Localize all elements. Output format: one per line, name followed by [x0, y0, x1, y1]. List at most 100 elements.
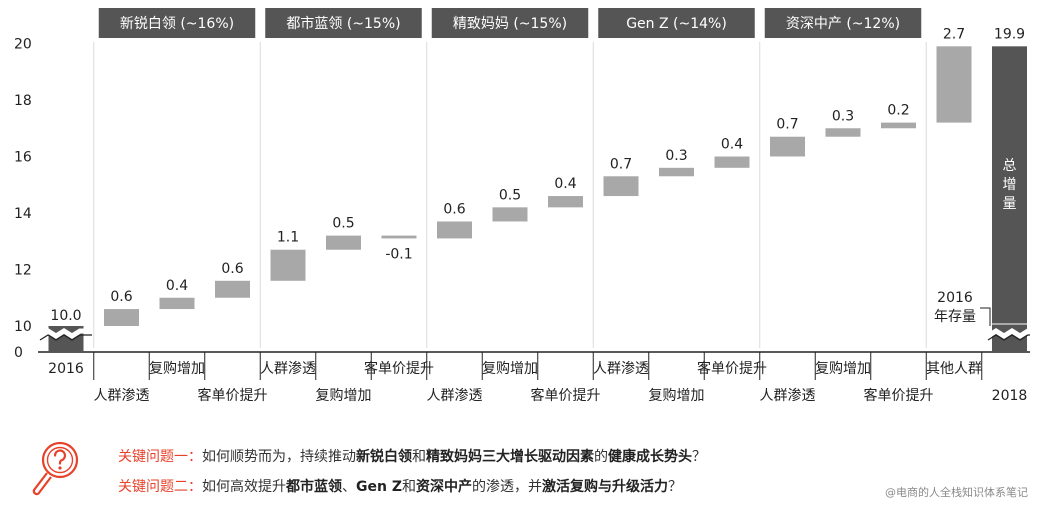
x-tick-label: 复购增加: [482, 360, 538, 377]
step-bar: [548, 196, 583, 208]
step-bar: [381, 235, 417, 239]
x-tick-label: 人群渗透: [760, 388, 816, 404]
data-label: 0.6: [443, 201, 465, 217]
question-text: 、: [342, 479, 356, 495]
data-label: 0.5: [332, 216, 354, 232]
question-highlight: 激活复购与升级活力: [541, 479, 668, 495]
step-bar-others: [936, 46, 972, 123]
x-tick-label: 人群渗透: [593, 361, 649, 377]
base-note-label: 年存量: [934, 309, 976, 325]
data-label: 0.3: [832, 108, 854, 124]
question-text: ？: [692, 449, 706, 465]
y-tick-label: 20: [14, 37, 32, 53]
data-label: 0.3: [665, 148, 687, 164]
step-bar: [215, 280, 250, 298]
question-highlight: 新锐白领: [356, 449, 412, 465]
group-header-label: Gen Z (~14%): [626, 16, 727, 32]
question-text: 如何顺势而为，持续推动: [202, 449, 356, 465]
question-text: 和: [401, 479, 416, 495]
group-header-label: 都市蓝领 (~15%): [286, 15, 400, 32]
step-bar: [492, 207, 528, 222]
data-label: 0.4: [721, 137, 743, 153]
question-text: 的渗透，并: [471, 479, 542, 495]
axis-break-mark: [39, 334, 92, 341]
question-highlight: 精致妈妈: [426, 449, 482, 465]
question-highlight: 资深中产: [415, 479, 472, 495]
data-label: 0.4: [554, 176, 576, 192]
step-bar: [159, 297, 195, 310]
base-note-pointer: [980, 307, 991, 326]
step-bar: [437, 221, 472, 239]
data-label: -0.1: [385, 246, 412, 262]
x-tick-label: 人群渗透: [427, 388, 483, 404]
y-tick-label: 10: [14, 319, 32, 335]
x-tick-label: 客单价提升: [697, 360, 767, 377]
group-header-box: [764, 8, 922, 38]
y-tick-label: 16: [14, 150, 32, 166]
group-header-box: [98, 8, 256, 38]
data-label: 0.7: [776, 117, 798, 133]
question-label: 关键问题一：: [118, 449, 202, 465]
magnifier-question-icon: [32, 441, 79, 496]
x-tick-label: 复购增加: [149, 360, 205, 377]
group-header-box: [265, 8, 422, 38]
question-1: 关键问题一：如何顺势而为，持续推动新锐白领和精致妈妈三大增长驱动因素的健康成长势…: [118, 446, 706, 466]
x-tick-label: 客单价提升: [364, 360, 434, 377]
question-highlight: Gen Z: [356, 479, 402, 495]
axis-break-mark: [987, 334, 1030, 341]
group-header-box: [431, 8, 589, 38]
y-tick-label: 18: [14, 93, 32, 109]
data-label: 0.7: [610, 156, 632, 172]
step-bar: [770, 136, 805, 157]
x-tick-label: 复购增加: [316, 387, 372, 404]
y-tick-label: 12: [14, 263, 32, 279]
question-text: 和: [412, 449, 426, 465]
data-label: 0.6: [221, 261, 243, 277]
bar-2018: [992, 46, 1027, 352]
axis-break-mark: [38, 328, 92, 339]
data-label: 0.4: [166, 278, 188, 294]
watermark: @电商的人全栈知识体系笔记: [885, 486, 1028, 499]
question-text: 如何高效提升: [202, 479, 286, 495]
total-inner-label: 增: [1003, 177, 1017, 193]
group-header-label: 精致妈妈 (~15%): [453, 16, 567, 32]
waterfall-chart: 0 10 12 14 16 18 20 新锐白领 (~16%) 都市蓝领 (~15%) 精致妈妈 …: [14, 8, 1030, 404]
data-label: 0.5: [499, 187, 521, 203]
axis-break-mark: [986, 328, 1030, 339]
question-highlight: 健康成长势头: [608, 449, 692, 465]
group-header-box: [598, 8, 755, 38]
total-inner-label: 量: [1003, 196, 1017, 212]
x-tick-label: 客单价提升: [198, 387, 268, 404]
data-label: 2.7: [943, 26, 965, 42]
question-text: 的: [594, 449, 608, 465]
key-questions: 关键问题一：如何顺势而为，持续推动新锐白领和精致妈妈三大增长驱动因素的健康成长势…: [0, 436, 1038, 507]
step-bar: [603, 176, 639, 197]
x-tick-label: 人群渗透: [260, 361, 316, 377]
data-label: 10.0: [50, 308, 81, 324]
x-tick-label: 2018: [992, 388, 1028, 404]
data-label: 0.2: [887, 103, 909, 119]
step-bar: [825, 128, 861, 137]
y-tick-label: 14: [14, 206, 32, 222]
step-bar: [104, 309, 139, 326]
data-label: 19.9: [994, 26, 1025, 42]
question-2: 关键问题二：如何高效提升都市蓝领、Gen Z和资深中产的渗透，并激活复购与升级活…: [118, 476, 682, 496]
x-tick-label: 其他人群: [926, 361, 982, 377]
x-tick-label: 复购增加: [649, 387, 705, 404]
question-highlight: 都市蓝领: [286, 479, 342, 495]
question-highlight: 三大增长驱动因素: [482, 449, 594, 465]
question-text: ？: [667, 479, 682, 495]
step-bar: [326, 235, 361, 250]
step-bar: [659, 167, 694, 177]
y-tick-label: 0: [14, 345, 23, 361]
x-tick-label: 客单价提升: [531, 387, 601, 404]
base-note-label: 2016: [937, 290, 973, 306]
data-label: 1.1: [277, 230, 299, 246]
question-label: 关键问题二：: [118, 479, 202, 495]
data-label: 0.6: [110, 289, 132, 305]
group-header-label: 新锐白领 (~16%): [120, 16, 234, 32]
x-tick-label: 复购增加: [815, 360, 871, 377]
x-tick-label: 客单价提升: [864, 387, 934, 404]
step-bar: [270, 249, 306, 281]
group-header-label: 资深中产 (~12%): [786, 16, 900, 32]
